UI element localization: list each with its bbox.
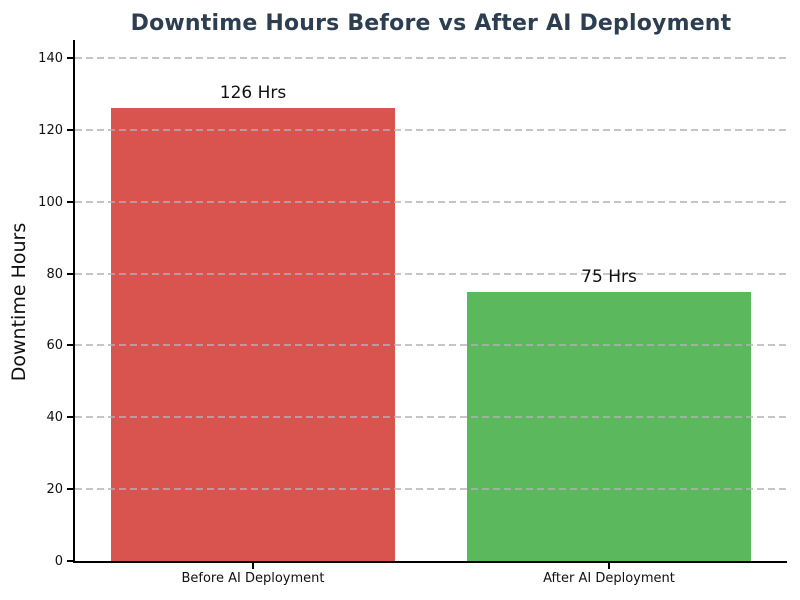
- y-axis-label: Downtime Hours: [8, 222, 30, 382]
- bar-value-label: 126 Hrs: [219, 83, 287, 104]
- y-tick-mark: [67, 200, 73, 203]
- y-tick-mark: [67, 128, 73, 131]
- y-tick-label: 60: [46, 338, 63, 354]
- y-tick-label: 140: [38, 50, 63, 66]
- y-tick-label: 80: [46, 266, 63, 282]
- bar-value-label: 75 Hrs: [581, 266, 637, 287]
- x-tick-label-before-ai-deployment: Before AI Deployment: [181, 571, 325, 586]
- y-tick-mark: [67, 488, 73, 491]
- y-tick-label: 120: [38, 122, 63, 138]
- y-tick-label: 40: [46, 410, 63, 426]
- y-tick-mark: [67, 56, 73, 59]
- y-tick-mark: [67, 560, 73, 562]
- bar-after-ai-deployment: [466, 291, 752, 561]
- plot-area: 126 Hrs 75 Hrs: [75, 40, 787, 561]
- x-tick-mark: [252, 563, 254, 569]
- bar-before-ai-deployment: [110, 108, 396, 561]
- y-tick-label: 0: [54, 554, 63, 569]
- gridline-y-20: [75, 488, 787, 491]
- gridline-y-120: [75, 128, 787, 131]
- y-tick-mark: [67, 272, 73, 275]
- chart-title: Downtime Hours Before vs After AI Deploy…: [130, 11, 732, 36]
- y-tick-label: 20: [46, 482, 63, 498]
- y-tick-mark: [67, 344, 73, 347]
- gridline-y-140: [75, 56, 787, 59]
- x-tick-label-after-ai-deployment: After AI Deployment: [543, 571, 675, 586]
- gridline-y-40: [75, 416, 787, 419]
- y-tick-mark: [67, 416, 73, 419]
- y-tick-label: 100: [38, 194, 63, 210]
- y-axis-spine: [73, 40, 75, 563]
- gridline-y-80: [75, 272, 787, 275]
- gridline-y-100: [75, 200, 787, 203]
- x-axis-spine: [73, 561, 787, 563]
- gridline-y-60: [75, 344, 787, 347]
- x-tick-mark: [608, 563, 610, 569]
